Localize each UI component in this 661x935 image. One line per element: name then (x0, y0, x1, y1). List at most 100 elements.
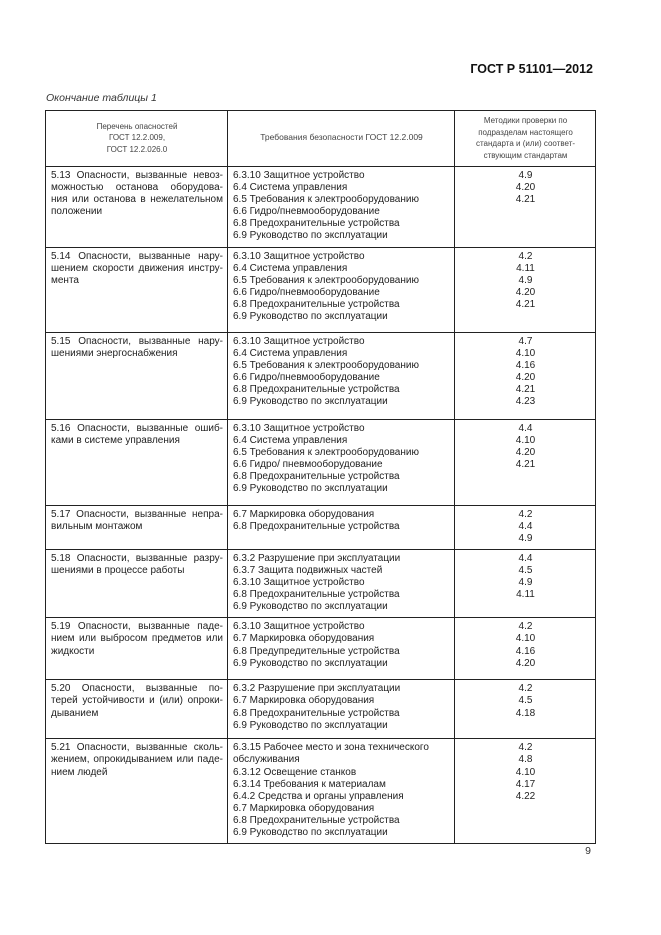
requirements-cell: 6.3.15 Рабочее место и зона технического… (227, 738, 455, 845)
methods-cell-line: 4.17 (515, 778, 536, 790)
requirements-cell: 6.3.10 Защитное устройство 6.4 Система уп… (227, 166, 455, 248)
methods-cell-line: 4.10 (515, 633, 536, 645)
methods-cell: 4.2 4.4 4.9 (454, 504, 596, 550)
requirements-cell-line: 6.5 Требования к электрооборудованию (233, 446, 419, 458)
requirements-cell-line: 6.6 Гидро/пневмооборудование (233, 371, 380, 383)
methods-cell: 4.4 4.10 4.20 4.21 (454, 418, 596, 506)
methods-cell-line: 4.21 (515, 383, 536, 395)
hazard-cell: 5.21 Опасности, вызванные сколь-жением, … (45, 738, 228, 845)
requirements-cell-line: 6.9 Руководство по эксплуатации (233, 230, 388, 242)
requirements-cell-line: 6.3.15 Рабочее место и зона технического (233, 742, 429, 754)
requirements-cell-line: 6.4 Система управления (233, 434, 348, 446)
methods-cell-line: 4.2 (518, 621, 533, 633)
hazard-cell-line: дыванием (51, 707, 99, 719)
methods-cell-line: 4.16 (515, 359, 536, 371)
hazard-cell-line: шениями в процессе работы (51, 564, 185, 576)
requirements-cell: 6.3.10 Защитное устройство 6.4 Система уп… (227, 331, 455, 420)
table-row: 5.18 Опасности, вызванные разру-шениями … (45, 548, 596, 619)
methods-cell: 4.7 4.10 4.16 4.20 4.21 4.23 (454, 331, 596, 420)
requirements-cell-line: 6.7 Маркировка оборудования (233, 695, 375, 707)
requirements-cell-line: 6.8 Предохранительные устройства (233, 298, 400, 310)
hazard-cell-line: 5.13 Опасности, вызванные невоз- (51, 170, 223, 181)
methods-cell-line: 4.20 (515, 657, 536, 669)
requirements-cell-line: 6.3.10 Защитное устройство (233, 621, 365, 633)
hazard-cell: 5.16 Опасности, вызванные ошиб-ками в си… (45, 418, 228, 506)
requirements-cell-line: 6.9 Руководство по эксплуатации (233, 657, 388, 669)
requirements-cell-line: 6.8 Предохранительные устройства (233, 814, 400, 826)
methods-cell-line: 4.11 (516, 262, 535, 274)
hazard-cell: 5.17 Опасности, вызванные непра-вильным … (45, 504, 228, 550)
requirements-cell: 6.7 Маркировка оборудования 6.8 Предохран… (227, 504, 455, 550)
requirements-cell-line: 6.3.12 Освещение станков (233, 766, 357, 778)
methods-cell-line: 4.2 (518, 508, 533, 520)
requirements-cell-line: 6.5 Требования к электрооборудованию (233, 359, 419, 371)
column-header-hazards: Перечень опасностей ГОСТ 12.2.009, ГОСТ … (45, 110, 228, 167)
page-number: 9 (585, 845, 591, 857)
requirements-cell-line: 6.5 Требования к электрооборудованию (233, 194, 419, 206)
methods-cell-line: 4.21 (515, 298, 536, 310)
methods-cell-line: 4.4 (518, 520, 533, 532)
methods-cell: 4.9 4.20 4.21 (454, 166, 596, 248)
requirements-cell-line: 6.3.10 Защитное устройство (233, 170, 365, 181)
requirements-cell-line: 6.3.14 Требования к материалам (233, 778, 386, 790)
requirements-cell: 6.3.2 Разрушение при эксплуатации 6.7 Мар… (227, 679, 455, 740)
requirements-cell-line: 6.6 Гидро/ пневмооборудование (233, 458, 383, 470)
requirements-cell-line: 6.3.10 Защитное устройство (233, 250, 365, 262)
methods-cell-line: 4.9 (518, 577, 533, 589)
methods-cell-line: 4.4 (518, 422, 533, 434)
requirements-cell-line: 6.3.10 Защитное устройство (233, 577, 365, 589)
requirements-cell-line: 6.8 Предохранительные устройства (233, 707, 400, 719)
table-row: 5.14 Опасности, вызванные нару-шением ск… (45, 246, 596, 333)
requirements-cell-line: 6.7 Маркировка оборудования (233, 633, 375, 645)
requirements-cell-line: 6.4 Система управления (233, 182, 348, 194)
requirements-cell: 6.3.10 Защитное устройство 6.7 Маркировка… (227, 617, 455, 681)
methods-cell-line: 4.20 (515, 286, 536, 298)
requirements-cell-line: 6.9 Руководство по эксплуатации (233, 601, 388, 613)
requirements-cell-line: 6.6 Гидро/пневмооборудование (233, 286, 380, 298)
hazard-cell-line: жидкости (51, 645, 95, 657)
requirements-cell-line: 6.3.10 Защитное устройство (233, 422, 365, 434)
requirements-cell-line: 6.8 Предохранительные устройства (233, 589, 400, 601)
requirements-cell-line: 6.7 Маркировка оборудования (233, 802, 375, 814)
hazard-cell: 5.14 Опасности, вызванные нару-шением ск… (45, 246, 228, 333)
methods-cell-line: 4.10 (515, 766, 536, 778)
methods-cell: 4.2 4.5 4.18 (454, 679, 596, 740)
hazard-cell-line: шениями энергоснабжения (51, 347, 178, 359)
requirements-cell-line: 6.8 Предупредительные устройства (233, 645, 400, 657)
hazard-cell-line: жением, опрокидыванием или паде- (51, 754, 223, 766)
hazard-cell-line: 5.16 Опасности, вызванные ошиб- (51, 422, 223, 434)
hazard-cell-line: нием людей (51, 766, 108, 778)
hazard-cell-line: 5.20 Опасности, вызванные по- (51, 683, 223, 695)
requirements-cell-line: 6.4 Система управления (233, 262, 348, 274)
requirements-cell-line: 6.6 Гидро/пневмооборудование (233, 206, 380, 218)
requirements-cell-line: 6.9 Руководство по эксплуатации (233, 483, 388, 495)
methods-cell-line: 4.4 (518, 552, 533, 564)
methods-cell-line: 4.10 (515, 434, 536, 446)
methods-cell: 4.2 4.11 4.9 4.20 4.21 (454, 246, 596, 333)
methods-cell-line: 4.20 (515, 446, 536, 458)
requirements-cell-line: 6.5 Требования к электрооборудованию (233, 274, 419, 286)
table-caption: Окончание таблицы 1 (46, 92, 157, 104)
table-row: 5.21 Опасности, вызванные сколь-жением, … (45, 738, 596, 845)
hazard-cell-line: нием или выбросом предметов или (51, 633, 223, 645)
requirements-cell-line: 6.7 Маркировка оборудования (233, 508, 375, 520)
methods-cell-line: 4.21 (515, 458, 536, 470)
document-designation: ГОСТ Р 51101—2012 (470, 62, 593, 76)
table-row: 5.16 Опасности, вызванные ошиб-ками в си… (45, 418, 596, 506)
table-row: 5.13 Опасности, вызванные невоз-можность… (45, 166, 596, 248)
requirements-cell: 6.3.2 Разрушение при эксплуатации 6.3.7 З… (227, 548, 455, 619)
table-header-row: Перечень опасностей ГОСТ 12.2.009, ГОСТ … (45, 110, 596, 167)
hazard-cell-line: 5.17 Опасности, вызванные непра- (51, 508, 223, 520)
requirements-cell: 6.3.10 Защитное устройство 6.4 Система уп… (227, 418, 455, 506)
requirements-cell-line: 6.8 Предохранительные устройства (233, 218, 400, 230)
methods-cell-line: 4.21 (515, 194, 536, 206)
methods-cell-line: 4.9 (518, 170, 533, 181)
methods-cell: 4.2 4.10 4.16 4.20 (454, 617, 596, 681)
requirements-cell-line: 6.8 Предохранительные устройства (233, 470, 400, 482)
methods-cell-line: 4.22 (515, 790, 536, 802)
requirements-cell-line: 6.3.10 Защитное устройство (233, 335, 365, 347)
methods-cell-line: 4.20 (515, 182, 536, 194)
requirements-cell: 6.3.10 Защитное устройство 6.4 Система уп… (227, 246, 455, 333)
hazard-cell-line: ками в системе управления (51, 434, 180, 446)
hazards-table: Перечень опасностей ГОСТ 12.2.009, ГОСТ … (45, 110, 596, 845)
